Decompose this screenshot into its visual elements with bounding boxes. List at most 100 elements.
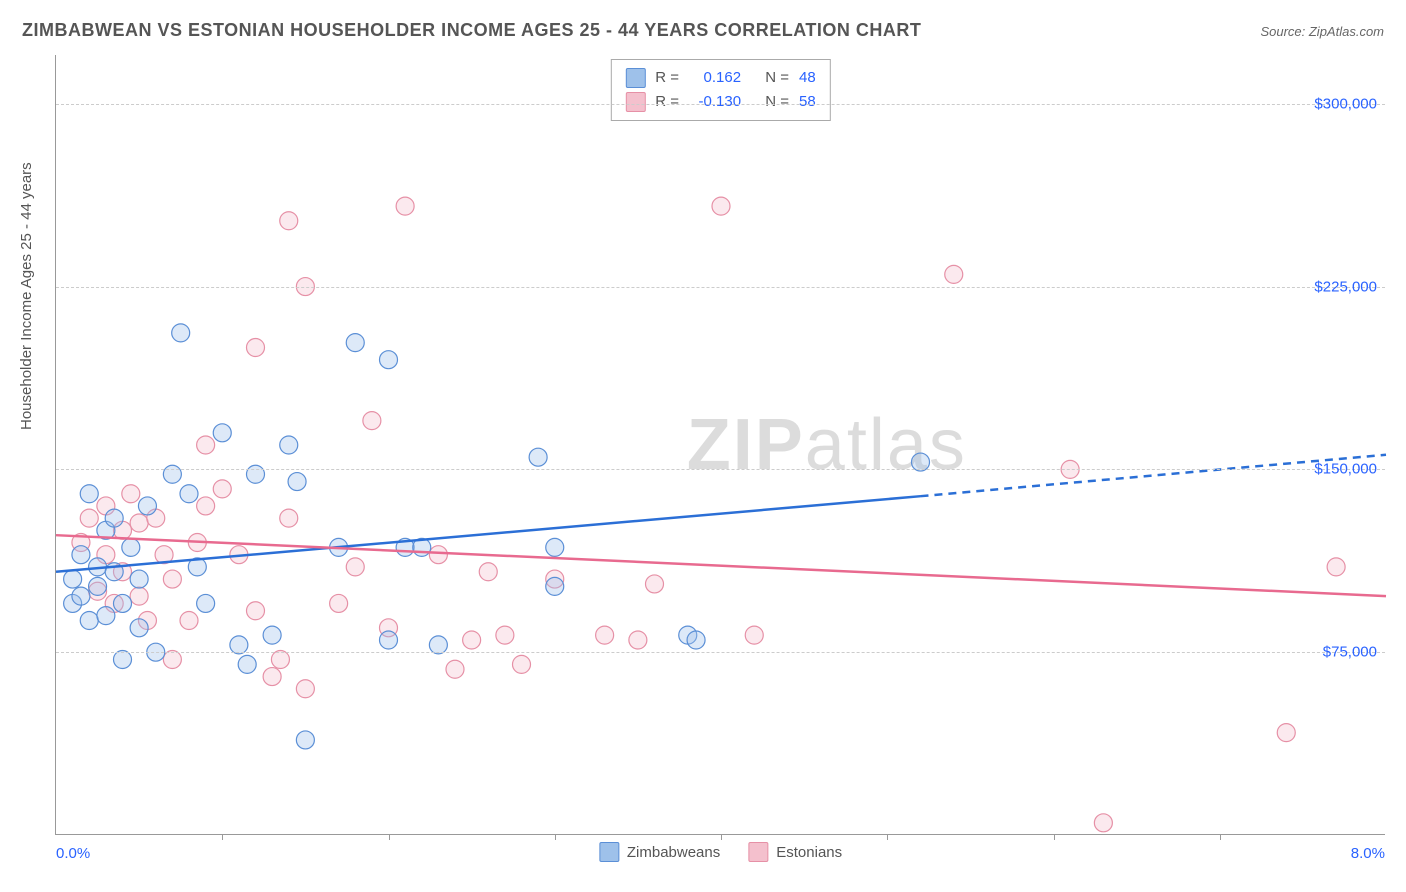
x-axis-start-label: 0.0% [56,845,90,862]
gridline [56,469,1385,470]
scatter-point [380,351,398,369]
scatter-point [247,465,265,483]
scatter-point [546,577,564,595]
legend-label-estonians: Estonians [776,844,842,861]
scatter-point [114,651,132,669]
scatter-point [138,497,156,515]
gridline [56,652,1385,653]
y-tick-label: $300,000 [1314,95,1377,112]
x-tick [721,834,722,840]
x-tick [887,834,888,840]
scatter-point [346,334,364,352]
swatch-estonians-bottom [748,842,768,862]
scatter-point [197,497,215,515]
scatter-point [163,465,181,483]
scatter-point [238,655,256,673]
scatter-point [429,546,447,564]
scatter-point [130,619,148,637]
scatter-point [296,731,314,749]
n-value-estonians: 58 [799,90,816,114]
source-attribution: Source: ZipAtlas.com [1260,24,1384,39]
legend-item-estonians: Estonians [748,842,842,862]
x-tick [555,834,556,840]
scatter-point [130,570,148,588]
scatter-point [363,412,381,430]
r-value-estonians: -0.130 [689,90,741,114]
scatter-point [271,651,289,669]
legend-label-zimbabweans: Zimbabweans [627,844,720,861]
scatter-point [296,680,314,698]
scatter-point [247,602,265,620]
scatter-point [288,473,306,491]
x-tick [389,834,390,840]
n-label: N = [765,90,789,114]
x-tick [1054,834,1055,840]
scatter-point [263,668,281,686]
r-label: R = [655,90,679,114]
scatter-point [646,575,664,593]
scatter-point [80,612,98,630]
scatter-point [80,485,98,503]
gridline [56,287,1385,288]
scatter-point [247,339,265,357]
scatter-point [280,436,298,454]
y-tick-label: $75,000 [1323,644,1377,661]
swatch-zimbabweans-bottom [599,842,619,862]
scatter-point [122,485,140,503]
scatter-point [197,436,215,454]
scatter-point [529,448,547,466]
scatter-point [496,626,514,644]
x-tick [1220,834,1221,840]
x-axis-end-label: 8.0% [1351,845,1385,862]
y-tick-label: $225,000 [1314,278,1377,295]
scatter-point [280,212,298,230]
scatter-point [446,660,464,678]
scatter-point [463,631,481,649]
scatter-point [180,485,198,503]
scatter-point [263,626,281,644]
scatter-point [429,636,447,654]
scatter-point [122,538,140,556]
chart-title: ZIMBABWEAN VS ESTONIAN HOUSEHOLDER INCOM… [22,20,921,41]
scatter-point [105,509,123,527]
scatter-point [72,587,90,605]
scatter-point [130,587,148,605]
scatter-point [1277,724,1295,742]
scatter-point [912,453,930,471]
scatter-point [945,265,963,283]
y-axis-label: Householder Income Ages 25 - 44 years [18,162,35,430]
scatter-point [213,480,231,498]
scatter-point [97,607,115,625]
scatter-point [1094,814,1112,832]
scatter-point [130,514,148,532]
scatter-point [280,509,298,527]
scatter-point [213,424,231,442]
scatter-point [163,651,181,669]
scatter-point [80,509,98,527]
swatch-estonians [625,92,645,112]
n-label: N = [765,66,789,90]
scatter-point [513,655,531,673]
scatter-point [330,594,348,612]
scatter-point [64,570,82,588]
legend-item-zimbabweans: Zimbabweans [599,842,720,862]
trend-line [56,496,921,572]
scatter-point [163,570,181,588]
scatter-point [687,631,705,649]
y-tick-label: $150,000 [1314,461,1377,478]
stats-row-estonians: R = -0.130 N = 58 [625,90,815,114]
swatch-zimbabweans [625,68,645,88]
bottom-legend: Zimbabweans Estonians [599,842,842,862]
scatter-point [72,546,90,564]
scatter-point [197,594,215,612]
scatter-point [172,324,190,342]
scatter-point [114,594,132,612]
scatter-svg [56,55,1385,834]
gridline [56,104,1385,105]
scatter-point [629,631,647,649]
scatter-point [596,626,614,644]
scatter-point [89,577,107,595]
trend-line [56,535,1386,596]
scatter-point [380,631,398,649]
scatter-point [712,197,730,215]
